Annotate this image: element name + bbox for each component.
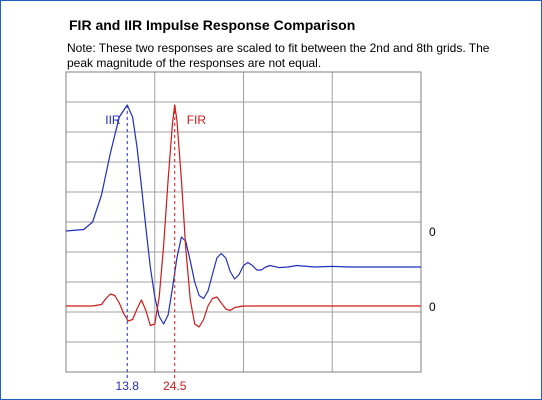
series-name-fir: FIR: [187, 113, 207, 127]
peak-markers: [126, 105, 176, 378]
zero-label-fir: 0: [429, 300, 436, 314]
chart-title: FIR and IIR Impulse Response Comparison: [69, 17, 356, 33]
plot-border: [65, 71, 422, 373]
chart-grid: [65, 71, 422, 373]
peak-value-label-iir: 13.8: [116, 379, 140, 393]
series-name-iir: IIR: [105, 113, 121, 127]
series-line-fir: [66, 104, 421, 328]
series-labels: 13.8 IIR 0 24.5 FIR 0: [105, 113, 436, 393]
zero-label-iir: 0: [429, 225, 436, 239]
series-layer: [65, 104, 421, 328]
peak-value-label-fir: 24.5: [163, 379, 187, 393]
series-line-iir: [65, 104, 421, 325]
chart-note: Note: These two responses are scaled to …: [67, 41, 490, 70]
